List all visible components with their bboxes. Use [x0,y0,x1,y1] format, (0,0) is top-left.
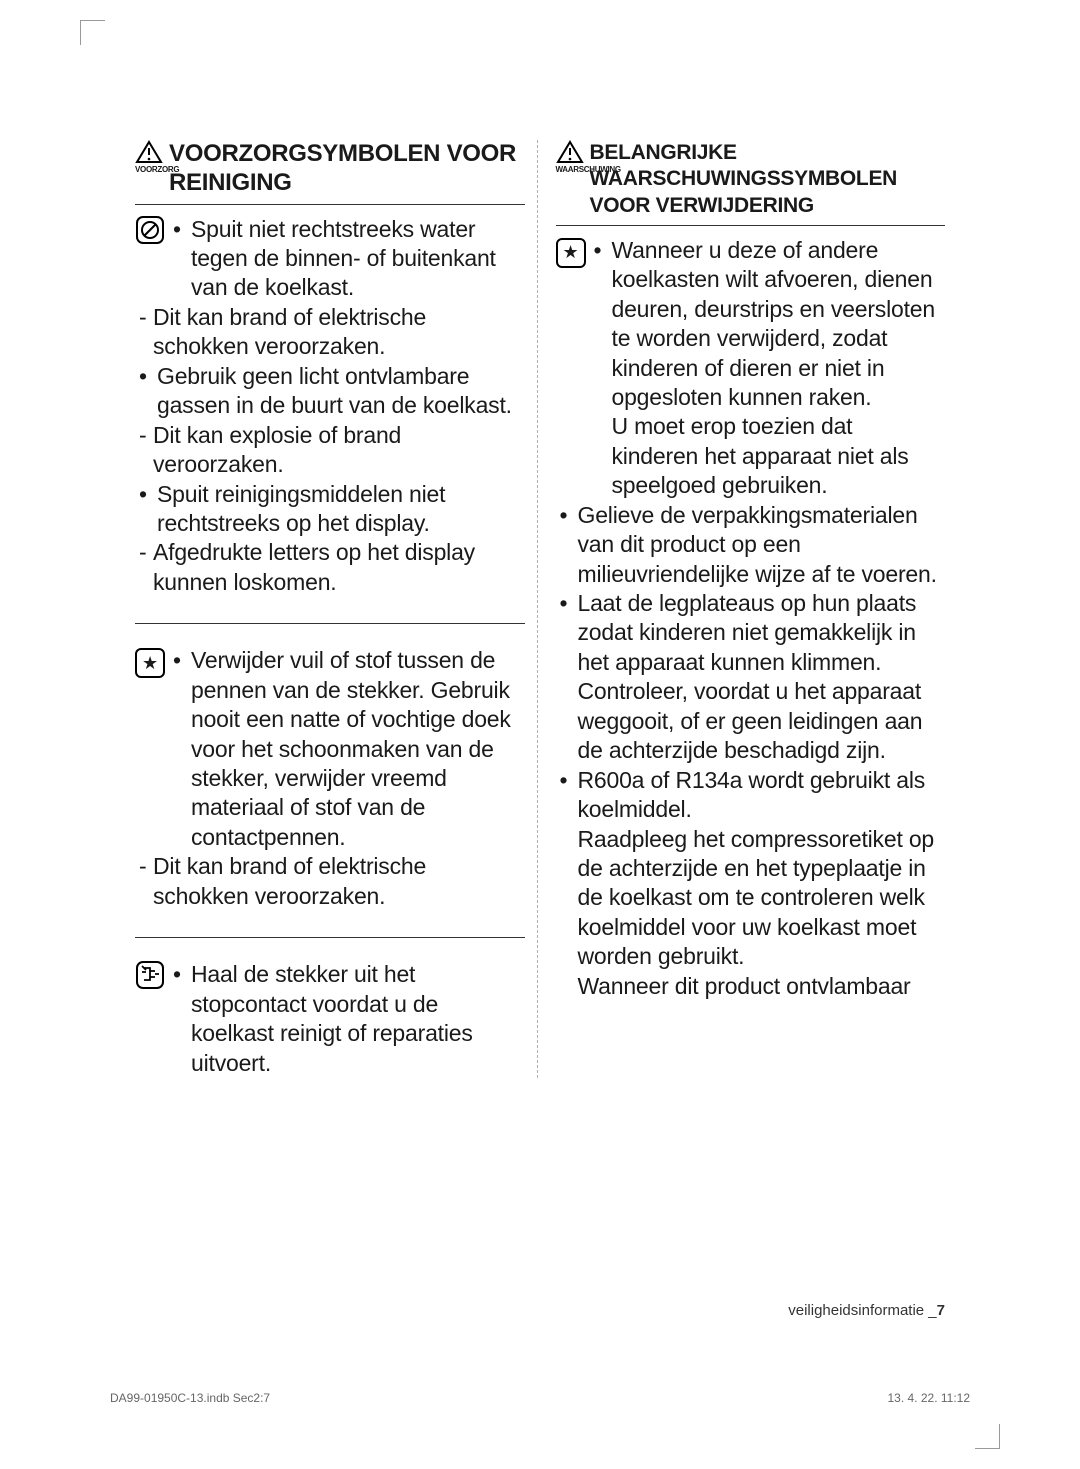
warning-triangle-icon: VOORZORG [135,140,163,174]
text: Raadpleeg het compressoretiket op de ach… [560,825,946,972]
print-footer: DA99-01950C-13.indb Sec2:7 13. 4. 22. 11… [110,1391,970,1405]
right-block-1: ★ •Wanneer u deze of andere koelkasten w… [556,236,946,1001]
dash: - [139,421,153,480]
left-block-3: •Haal de stekker uit het stopcontact voo… [135,960,525,1078]
warn-label-right: WAARSCHUWING [556,165,584,174]
crop-mark-bottom-right [975,1424,1000,1449]
dash: - [139,538,153,597]
right-heading-row: WAARSCHUWING BELANGRIJKE WAARSCHUWINGSSY… [556,140,946,226]
text: Wanneer u deze of andere koelkasten wilt… [612,236,946,413]
text: Spuit niet rechtstreeks water tegen de b… [191,215,525,303]
unplug-icon [135,960,165,990]
dash: - [139,852,153,911]
crop-mark-top-left [80,20,105,45]
page-footer: veiligheidsinformatie _7 [788,1302,945,1319]
warning-triangle-icon: WAARSCHUWING [556,140,584,174]
left-heading: VOORZORGSYMBOLEN VOOR REINIGING [169,140,525,198]
warn-label-left: VOORZORG [135,165,163,174]
footer-label: veiligheidsinformatie _ [788,1302,936,1319]
text: Afgedrukte letters op het display kunnen… [153,538,525,597]
text: Dit kan brand of elektrische schokken ve… [153,852,525,911]
star-icon: ★ [135,648,165,678]
text: Wanneer dit product ontvlambaar [560,972,946,1001]
text: Dit kan explosie of brand veroorzaken. [153,421,525,480]
page-content: VOORZORG VOORZORGSYMBOLEN VOOR REINIGING… [135,140,945,1078]
bullet: • [560,766,578,825]
bullet: • [173,215,191,303]
text: R600a of R134a wordt gebruikt als koelmi… [578,766,946,825]
right-heading: BELANGRIJKE WAARSCHUWINGSSYMBOLEN VOOR V… [590,140,946,219]
page-number: 7 [937,1302,945,1319]
left-block-1: •Spuit niet rechtstreeks water tegen de … [135,215,525,598]
text: Laat de legplateaus op hun plaats zodat … [578,589,946,677]
text: Gebruik geen licht ontvlambare gassen in… [157,362,525,421]
dash: - [139,303,153,362]
text: Gelieve de verpakkingsmaterialen van dit… [578,501,946,589]
text: Spuit reinigingsmiddelen niet rechtstree… [157,480,525,539]
left-heading-row: VOORZORG VOORZORGSYMBOLEN VOOR REINIGING [135,140,525,205]
bullet: • [173,960,191,1078]
bullet: • [139,362,157,421]
left-column: VOORZORG VOORZORGSYMBOLEN VOOR REINIGING… [135,140,538,1078]
left-block-2: ★ •Verwijder vuil of stof tussen de penn… [135,646,525,911]
bullet: • [139,480,157,539]
bullet: • [173,646,191,852]
star-icon: ★ [556,238,586,268]
bullet: • [594,236,612,413]
text: Dit kan brand of elektrische schokken ve… [153,303,525,362]
divider [135,623,525,624]
right-column: WAARSCHUWING BELANGRIJKE WAARSCHUWINGSSY… [556,140,946,1078]
text: Controleer, voordat u het apparaat weggo… [560,677,946,765]
print-footer-right: 13. 4. 22. 11:12 [887,1391,970,1405]
print-footer-left: DA99-01950C-13.indb Sec2:7 [110,1391,270,1405]
bullet: • [560,501,578,589]
prohibit-icon [135,215,165,245]
text: U moet erop toezien dat kinderen het app… [594,412,946,500]
bullet: • [560,589,578,677]
text: Haal de stekker uit het stopcontact voor… [191,960,525,1078]
divider [135,937,525,938]
text: Verwijder vuil of stof tussen de pennen … [191,646,525,852]
